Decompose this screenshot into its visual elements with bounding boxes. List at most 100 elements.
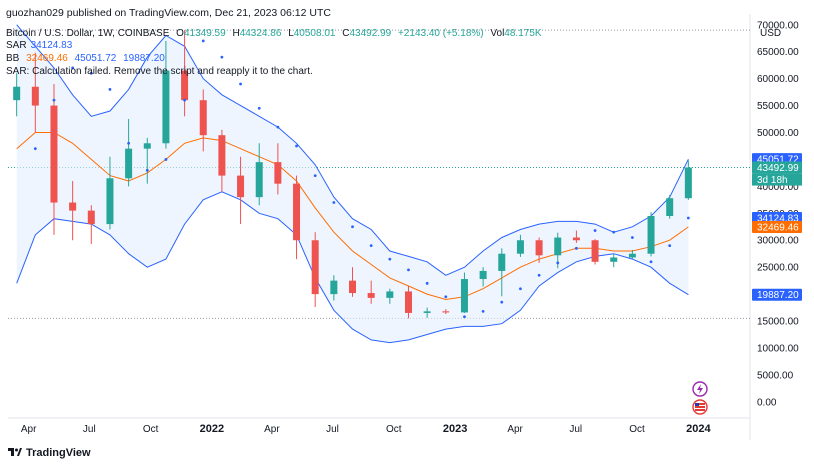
candle[interactable]: [218, 129, 226, 192]
candle[interactable]: [610, 253, 618, 268]
sar-badge-label: 34124.83: [757, 214, 799, 225]
price-tick-label: 5000.00: [757, 370, 794, 381]
sar-dot: [201, 39, 205, 43]
candle[interactable]: [591, 239, 599, 265]
sar-dot: [593, 229, 597, 232]
sar-dot: [388, 257, 392, 261]
candle[interactable]: [404, 286, 412, 319]
candle[interactable]: [386, 288, 394, 304]
time-tick-label: Apr: [264, 424, 280, 435]
last-price-badge[interactable]: 43492.99: [752, 161, 802, 175]
sar-dot: [145, 168, 149, 172]
candle[interactable]: [628, 249, 636, 260]
bb-lower-badge[interactable]: 19887.20: [752, 288, 802, 302]
candle[interactable]: [143, 137, 151, 184]
candle[interactable]: [460, 272, 468, 313]
candle-body: [423, 311, 431, 313]
candle[interactable]: [330, 275, 338, 301]
last-price-badge-label: 43492.99: [757, 163, 799, 174]
candle-body: [367, 293, 375, 298]
candle-body: [255, 162, 263, 198]
candle[interactable]: [311, 232, 319, 308]
bb-lower-line[interactable]: [16, 191, 689, 344]
candle[interactable]: [442, 309, 450, 315]
candle[interactable]: [199, 89, 207, 152]
candle[interactable]: [293, 175, 301, 260]
sar-dot: [239, 82, 242, 86]
sar-dot: [537, 273, 541, 277]
candle[interactable]: [106, 156, 114, 230]
bb-legend[interactable]: BB 32469.46 45051.72 19887.20: [6, 53, 165, 64]
sar-dot: [313, 174, 317, 178]
sar-dot: [52, 98, 56, 102]
candle[interactable]: [684, 160, 692, 200]
candle-body: [442, 311, 450, 313]
price-tick-label: 10000.00: [757, 343, 799, 354]
candle[interactable]: [87, 205, 95, 245]
icons-layer: [692, 381, 708, 415]
candle-body: [554, 237, 562, 256]
time-tick-label: Apr: [507, 424, 523, 435]
bb-basis-badge-label: 32469.46: [757, 222, 799, 233]
candle[interactable]: [498, 248, 506, 297]
candle[interactable]: [274, 143, 282, 195]
time-tick-label: Jul: [569, 424, 582, 435]
candle[interactable]: [237, 156, 245, 225]
candle[interactable]: [162, 40, 170, 149]
currency-label[interactable]: USD: [760, 28, 782, 39]
candle[interactable]: [349, 267, 357, 297]
time-tick-label: Oct: [143, 424, 159, 435]
bb-basis-badge[interactable]: 32469.46: [752, 220, 802, 234]
brand-label: TradingView: [26, 447, 91, 459]
candle-body: [330, 280, 338, 295]
candle-body: [199, 100, 207, 136]
tradingview-logo[interactable]: TradingView: [8, 446, 91, 459]
symbol-title[interactable]: Bitcoin / U.S. Dollar, 1W, COINBASE: [6, 28, 170, 39]
candle[interactable]: [13, 73, 21, 117]
candle[interactable]: [572, 230, 580, 243]
candle[interactable]: [181, 30, 189, 117]
lightning-icon[interactable]: [692, 381, 708, 397]
candle[interactable]: [666, 194, 674, 219]
sar-dot: [33, 147, 37, 151]
candle[interactable]: [516, 234, 524, 257]
price-tick-label: 65000.00: [757, 47, 799, 58]
tradingview-logo-icon: [8, 448, 22, 456]
price-tick-label: 50000.00: [757, 128, 799, 139]
sar-dot: [257, 106, 261, 110]
candle[interactable]: [255, 143, 263, 206]
candle-body: [647, 216, 655, 254]
candle-body: [218, 135, 226, 176]
price-tick-label: 70000.00: [757, 20, 799, 31]
candle[interactable]: [535, 237, 543, 263]
sar-dot: [108, 88, 112, 91]
bb-lower-badge-label: 19887.20: [757, 290, 799, 301]
sar-dot: [612, 230, 616, 234]
candle[interactable]: [50, 84, 58, 235]
candle[interactable]: [125, 119, 133, 187]
sar-dot: [407, 268, 410, 272]
candle[interactable]: [69, 180, 77, 241]
candle[interactable]: [423, 307, 431, 318]
candle-body: [610, 257, 618, 262]
sar-dot: [332, 201, 336, 204]
candle[interactable]: [479, 267, 487, 287]
sar-dot: [276, 125, 280, 129]
candle[interactable]: [647, 212, 655, 257]
sar-dot: [183, 98, 186, 102]
candle[interactable]: [367, 280, 375, 304]
candle[interactable]: [31, 52, 39, 133]
bb-upper-line[interactable]: [16, 24, 689, 276]
sar-dot: [295, 144, 298, 148]
sar-legend[interactable]: SAR 34124.83: [6, 40, 73, 51]
price-tick-label: 55000.00: [757, 101, 799, 112]
sar-warning: SAR: Calculation failed. Remove the scri…: [6, 66, 313, 77]
price-tick-label: 15000.00: [757, 317, 799, 328]
us-flag-icon[interactable]: [692, 399, 708, 415]
candle-body: [50, 105, 58, 203]
time-tick-label: 2023: [443, 423, 467, 435]
time-tick-label: Oct: [629, 424, 645, 435]
candle-body: [69, 202, 77, 211]
